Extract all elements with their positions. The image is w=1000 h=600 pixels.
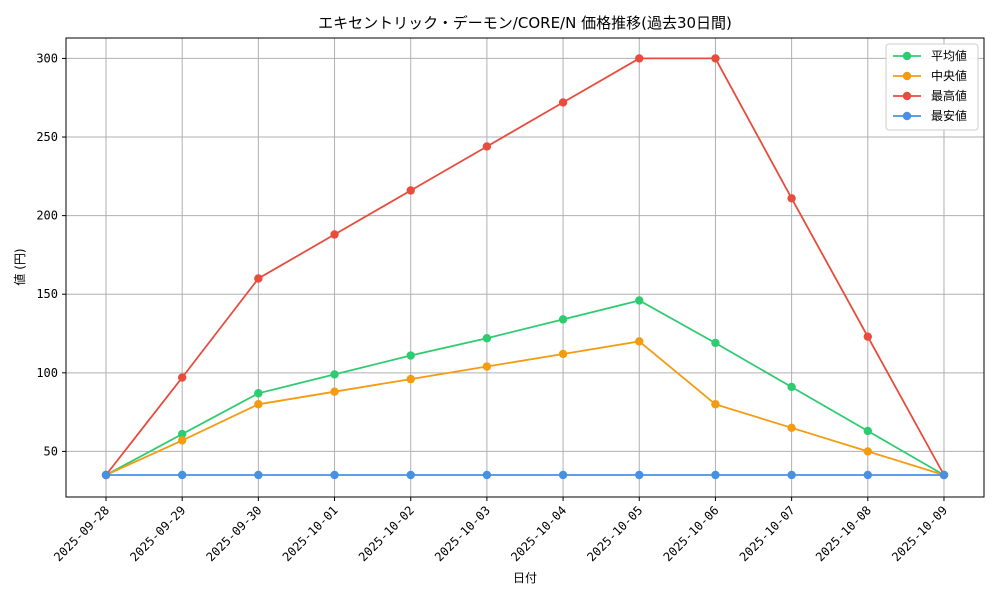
data-point (635, 54, 644, 63)
x-tick-label: 2025-10-01 (280, 503, 341, 564)
y-tick-label: 300 (36, 51, 58, 65)
series-group (101, 54, 949, 480)
chart-title: エキセントリック・デーモン/CORE/N 価格推移(過去30日間) (318, 14, 732, 32)
x-tick-label: 2025-09-29 (127, 503, 188, 564)
data-point (177, 436, 187, 445)
data-point (787, 382, 796, 392)
x-axis-label: 日付 (513, 571, 537, 585)
data-point (177, 429, 187, 439)
data-point (254, 400, 263, 409)
y-tick-label: 100 (36, 366, 58, 380)
data-point (863, 426, 872, 436)
data-point (330, 470, 339, 480)
data-point (939, 470, 949, 480)
y-axis: 50 100 150 200 250 300 (36, 51, 66, 458)
data-point (711, 338, 720, 348)
legend-box (885, 43, 979, 131)
data-point (101, 470, 111, 480)
data-point (787, 470, 796, 480)
legend-marker (902, 91, 912, 101)
data-point (406, 374, 415, 384)
grid (66, 38, 984, 497)
data-point (482, 334, 492, 343)
data-point (482, 142, 492, 151)
data-point (558, 470, 568, 480)
data-point (711, 400, 720, 409)
x-tick-label: 2025-09-30 (203, 503, 264, 564)
x-axis: 2025-09-28 2025-09-29 2025-09-30 2025-10-01… (51, 497, 950, 564)
data-point (635, 296, 644, 305)
series-line-0 (105, 299, 945, 476)
data-point (635, 470, 644, 480)
x-tick-label: 2025-10-07 (737, 503, 798, 564)
y-tick-label: 200 (36, 209, 58, 223)
data-point (482, 470, 492, 480)
series-line-2 (105, 57, 945, 476)
data-point (254, 274, 263, 283)
data-point (177, 373, 187, 382)
legend-label: 最安値 (931, 108, 967, 123)
data-point (406, 186, 415, 195)
data-point (254, 470, 263, 480)
data-point (330, 387, 339, 396)
data-point (177, 470, 187, 480)
data-point (330, 230, 339, 239)
x-tick-label: 2025-10-05 (584, 503, 645, 564)
data-point (558, 315, 568, 324)
data-point (635, 337, 644, 346)
x-tick-label: 2025-09-28 (51, 503, 112, 564)
x-tick-label: 2025-10-03 (432, 503, 493, 564)
data-point (558, 98, 568, 107)
data-point (406, 470, 415, 480)
data-point (863, 447, 872, 456)
x-tick-label: 2025-10-08 (813, 503, 874, 564)
data-point (787, 194, 796, 203)
series-line-1 (105, 340, 945, 476)
y-tick-label: 250 (36, 130, 58, 144)
plot-frame (65, 37, 985, 498)
x-tick-label: 2025-10-06 (661, 503, 722, 564)
data-point (254, 389, 263, 398)
y-tick-label: 150 (36, 287, 58, 301)
legend-label: 最高値 (931, 88, 967, 103)
y-axis-label: 値 (円) (12, 248, 27, 285)
legend-label: 平均値 (931, 48, 967, 63)
legend-marker (902, 51, 912, 61)
data-point (482, 362, 492, 371)
data-point (863, 470, 872, 480)
x-tick-label: 2025-10-04 (508, 503, 569, 564)
data-point (558, 349, 568, 359)
legend-label: 中央値 (931, 68, 967, 83)
legend-marker (902, 71, 912, 81)
x-tick-label: 2025-10-09 (889, 503, 950, 564)
data-point (711, 54, 720, 63)
data-point (863, 332, 872, 341)
data-point (711, 470, 720, 480)
data-point (406, 351, 415, 360)
data-point (787, 423, 796, 433)
data-point (330, 370, 339, 379)
x-tick-label: 2025-10-02 (356, 503, 417, 564)
y-tick-label: 50 (44, 444, 58, 458)
legend-marker (902, 111, 912, 121)
